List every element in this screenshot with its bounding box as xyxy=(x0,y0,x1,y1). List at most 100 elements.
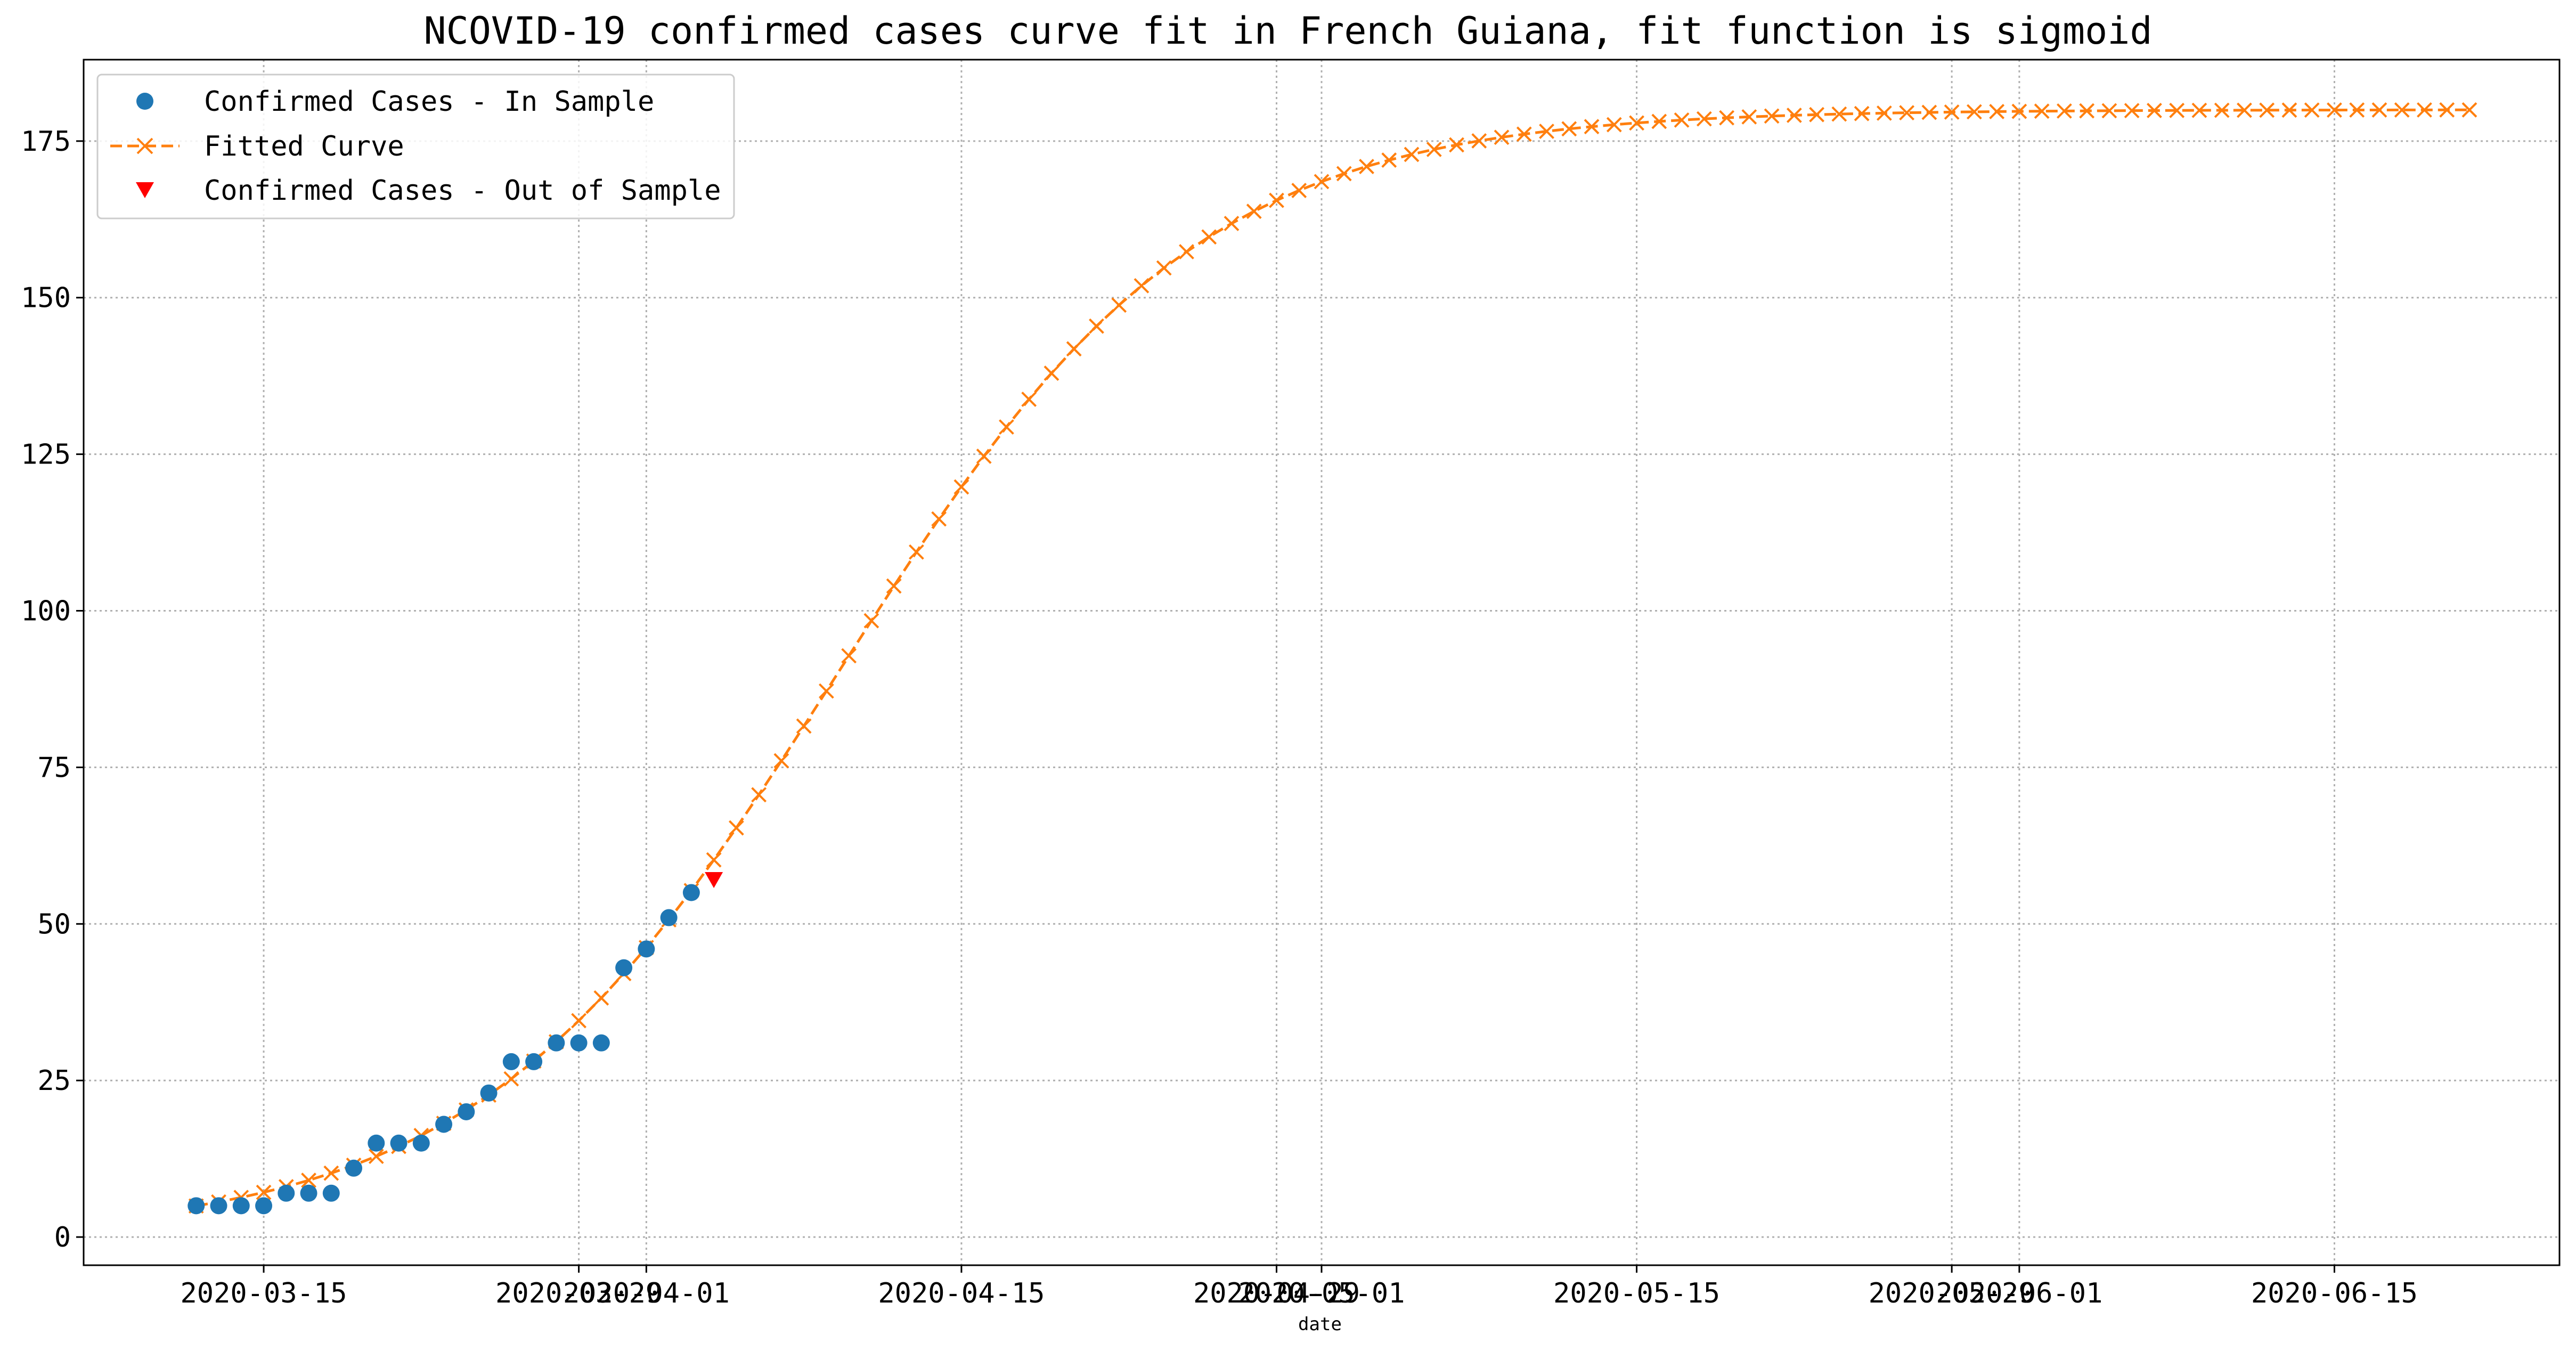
fitted-point xyxy=(1359,159,1374,174)
x-tick-label: 2020-04-01 xyxy=(563,1277,730,1309)
legend-label-out-of-sample: Confirmed Cases - Out of Sample xyxy=(204,175,721,207)
fitted-point xyxy=(1966,104,1982,120)
fitted-point xyxy=(1156,260,1172,276)
legend-marker-in-sample xyxy=(136,93,153,110)
in-sample-point xyxy=(525,1053,543,1070)
fitted-point xyxy=(571,1013,587,1029)
fitted-point xyxy=(818,683,834,699)
fitted-point xyxy=(1606,117,1622,133)
fitted-point xyxy=(1449,137,1464,153)
fitted-point xyxy=(1539,124,1554,139)
in-sample-point xyxy=(345,1159,363,1177)
legend-label-in-sample: Confirmed Cases - In Sample xyxy=(204,86,654,118)
fitted-point xyxy=(751,787,767,803)
fitted-point xyxy=(2124,103,2140,119)
fitted-point xyxy=(1134,278,1150,294)
legend-marker-fitted xyxy=(136,137,153,154)
in-sample-point xyxy=(255,1197,273,1215)
legend-label-fitted: Fitted Curve xyxy=(204,131,404,162)
fitted-point xyxy=(2147,103,2162,118)
fitted-point xyxy=(2281,102,2297,118)
y-tick-label: 75 xyxy=(37,752,71,784)
fitted-point xyxy=(2237,102,2252,118)
fitted-point xyxy=(1471,133,1487,149)
fitted-point xyxy=(1809,107,1825,123)
in-sample-point xyxy=(660,909,678,926)
x-tick-label: 2020-06-15 xyxy=(2251,1277,2418,1309)
y-tick-label: 50 xyxy=(37,908,71,940)
in-sample-series xyxy=(188,884,700,1215)
fitted-point xyxy=(1336,166,1352,182)
legend: Confirmed Cases - In Sample Fitted Curve… xyxy=(96,74,735,219)
y-tick-label: 150 xyxy=(21,282,71,314)
y-axis: 0 25 50 75 100 125 150 175 xyxy=(21,126,84,1254)
fitted-point xyxy=(1516,126,1532,142)
fitted-point xyxy=(1719,110,1734,126)
in-sample-point xyxy=(278,1184,295,1202)
legend-marker-out-of-sample xyxy=(136,182,154,198)
fitted-point xyxy=(256,1184,272,1200)
fitted-point xyxy=(1944,104,1960,120)
fitted-point xyxy=(841,648,857,664)
fitted-point xyxy=(2371,102,2387,118)
fitted-point xyxy=(1201,229,1217,245)
in-sample-point xyxy=(615,959,633,976)
in-sample-point xyxy=(435,1116,453,1133)
fitted-point xyxy=(368,1149,384,1165)
fitted-point xyxy=(773,753,789,769)
fitted-point xyxy=(1246,204,1262,219)
fitted-point xyxy=(1224,216,1240,231)
fitted-point xyxy=(863,613,879,629)
in-sample-point xyxy=(638,940,655,958)
y-tick-label: 175 xyxy=(21,126,71,158)
in-sample-point xyxy=(368,1134,385,1152)
in-sample-point xyxy=(300,1184,317,1202)
fitted-point xyxy=(1899,105,1915,121)
fitted-point xyxy=(1021,392,1037,407)
x-tick-label: 2020-03-29 xyxy=(495,1277,662,1309)
fitted-point xyxy=(1741,109,1757,125)
fitted-point xyxy=(2439,102,2455,118)
fitted-point xyxy=(2349,102,2365,118)
fitted-point xyxy=(976,449,992,464)
fitted-point xyxy=(1629,115,1644,131)
fitted-point xyxy=(2011,103,2027,119)
fitted-point xyxy=(1786,108,1802,123)
fitted-point xyxy=(728,820,744,836)
in-sample-point xyxy=(548,1034,565,1052)
x-tick-label: 2020-04-15 xyxy=(878,1277,1045,1309)
fitted-point xyxy=(2417,102,2432,118)
fitted-point xyxy=(1111,297,1127,313)
in-sample-point xyxy=(390,1134,407,1152)
x-tick-label: 2020-03-15 xyxy=(180,1277,347,1309)
fitted-point xyxy=(2394,102,2410,118)
fitted-curve-series xyxy=(188,102,2477,1214)
in-sample-point xyxy=(232,1197,250,1215)
x-tick-label: 2020-05-29 xyxy=(1869,1277,2035,1309)
fitted-point xyxy=(1179,244,1194,259)
y-tick-label: 125 xyxy=(21,439,71,471)
fitted-point xyxy=(1426,142,1442,157)
fitted-point xyxy=(301,1173,316,1189)
chart-title: NCOVID-19 confirmed cases curve fit in F… xyxy=(423,9,2152,53)
fitted-point xyxy=(2327,102,2342,118)
fitted-point xyxy=(796,718,812,734)
in-sample-point xyxy=(322,1184,340,1202)
fitted-point xyxy=(323,1165,339,1181)
fitted-point xyxy=(909,544,924,560)
fitted-point xyxy=(706,852,722,868)
fitted-point xyxy=(1876,105,1892,121)
fitted-point xyxy=(1269,192,1284,208)
x-axis-label: date xyxy=(1298,1314,1342,1335)
fitted-point xyxy=(2034,103,2050,119)
fitted-point xyxy=(953,479,969,495)
y-tick-label: 0 xyxy=(54,1222,71,1254)
fitted-point xyxy=(2461,102,2477,118)
fitted-point xyxy=(2169,102,2185,118)
fitted-point xyxy=(1494,129,1510,145)
in-sample-point xyxy=(502,1053,520,1070)
fitted-point xyxy=(503,1071,519,1087)
x-tick-label: 2020-05-01 xyxy=(1238,1277,1405,1309)
